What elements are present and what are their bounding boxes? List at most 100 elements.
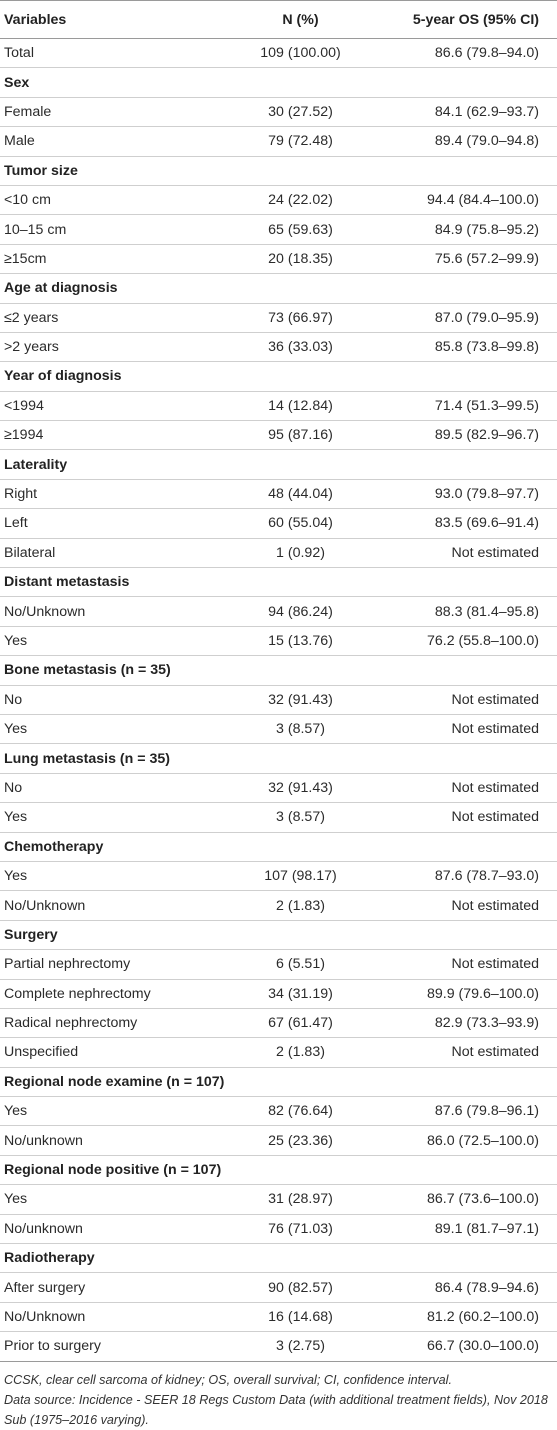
variable-cell: No/Unknown [0, 596, 213, 627]
table-row: ≥15cm 20 (18.35) 75.6 (57.2–99.9) [0, 244, 557, 275]
section-row: Chemotherapy [0, 832, 557, 862]
variable-cell: Female [0, 97, 213, 128]
variable-cell: <1994 [0, 391, 213, 422]
n-percent-cell: 79 (72.48) [213, 126, 388, 157]
os-cell: 93.0 (79.8–97.7) [388, 479, 557, 510]
variable-cell: No/unknown [0, 1125, 213, 1156]
table-row: Female 30 (27.52) 84.1 (62.9–93.7) [0, 97, 557, 128]
os-cell: 87.0 (79.0–95.9) [388, 303, 557, 333]
n-percent-cell: 73 (66.97) [213, 303, 388, 333]
os-cell: 86.7 (73.6–100.0) [388, 1184, 557, 1215]
os-cell: 88.3 (81.4–95.8) [388, 596, 557, 627]
variable-cell: 10–15 cm [0, 214, 213, 245]
footnote-data-source: Data source: Incidence - SEER 18 Regs Cu… [4, 1392, 548, 1427]
os-cell: 83.5 (69.6–91.4) [388, 508, 557, 539]
n-percent-cell: 14 (12.84) [213, 391, 388, 422]
n-percent-cell: 3 (8.57) [213, 714, 388, 745]
survival-table: Variables N (%) 5-year OS (95% CI) Total… [0, 0, 557, 1362]
section-row: Tumor size [0, 156, 557, 186]
header-n-percent: N (%) [213, 0, 388, 39]
n-percent-cell: 24 (22.02) [213, 185, 388, 216]
section-label: Bone metastasis (n = 35) [0, 655, 557, 686]
n-percent-cell: 16 (14.68) [213, 1302, 388, 1333]
n-percent-cell: 82 (76.64) [213, 1096, 388, 1127]
n-percent-cell: 94 (86.24) [213, 596, 388, 627]
n-percent-cell: 31 (28.97) [213, 1184, 388, 1215]
table-row: No 32 (91.43) Not estimated [0, 685, 557, 715]
variable-cell: Yes [0, 802, 213, 833]
os-cell: 94.4 (84.4–100.0) [388, 185, 557, 216]
os-cell: Not estimated [388, 802, 557, 833]
variable-cell: ≥1994 [0, 420, 213, 451]
n-percent-cell: 15 (13.76) [213, 626, 388, 657]
table-row: Radical nephrectomy 67 (61.47) 82.9 (73.3–… [0, 1008, 557, 1039]
table-row: Yes 82 (76.64) 87.6 (79.8–96.1) [0, 1096, 557, 1127]
table-row: Left 60 (55.04) 83.5 (69.6–91.4) [0, 508, 557, 539]
os-cell: 86.6 (79.8–94.0) [388, 38, 557, 69]
table-row: Yes 3 (8.57) Not estimated [0, 714, 557, 745]
table-row: Yes 107 (98.17) 87.6 (78.7–93.0) [0, 861, 557, 892]
section-row: Distant metastasis [0, 567, 557, 598]
os-cell: 85.8 (73.8–99.8) [388, 332, 557, 363]
variable-cell: Bilateral [0, 538, 213, 569]
variable-cell: <10 cm [0, 185, 213, 216]
table-row: ≥1994 95 (87.16) 89.5 (82.9–96.7) [0, 420, 557, 451]
variable-cell: ≤2 years [0, 303, 213, 333]
variable-cell: Yes [0, 1096, 213, 1127]
section-row: Radiotherapy [0, 1243, 557, 1274]
section-row: Regional node examine (n = 107) [0, 1067, 557, 1098]
os-cell: 66.7 (30.0–100.0) [388, 1331, 557, 1362]
section-row: Lung metastasis (n = 35) [0, 743, 557, 774]
section-label: Radiotherapy [0, 1243, 557, 1274]
table-row: Total 109 (100.00) 86.6 (79.8–94.0) [0, 38, 557, 69]
n-percent-cell: 65 (59.63) [213, 214, 388, 245]
variable-cell: After surgery [0, 1272, 213, 1303]
table-row: <1994 14 (12.84) 71.4 (51.3–99.5) [0, 391, 557, 422]
n-percent-cell: 60 (55.04) [213, 508, 388, 539]
os-cell: Not estimated [388, 1037, 557, 1068]
table-row: No/Unknown 2 (1.83) Not estimated [0, 890, 557, 921]
header-5-year-os: 5-year OS (95% CI) [388, 0, 557, 39]
section-label: Age at diagnosis [0, 273, 557, 304]
section-label: Sex [0, 67, 557, 98]
n-percent-cell: 90 (82.57) [213, 1272, 388, 1303]
variable-cell: Complete nephrectomy [0, 979, 213, 1009]
os-cell: Not estimated [388, 714, 557, 745]
section-row: Bone metastasis (n = 35) [0, 655, 557, 686]
variable-cell: No [0, 773, 213, 804]
n-percent-cell: 48 (44.04) [213, 479, 388, 510]
os-cell: 84.1 (62.9–93.7) [388, 97, 557, 128]
os-cell: 86.0 (72.5–100.0) [388, 1125, 557, 1156]
n-percent-cell: 32 (91.43) [213, 685, 388, 715]
n-percent-cell: 36 (33.03) [213, 332, 388, 363]
header-row: Variables N (%) 5-year OS (95% CI) [0, 0, 557, 39]
table-row: Complete nephrectomy 34 (31.19) 89.9 (79.6… [0, 979, 557, 1009]
variable-cell: No/Unknown [0, 890, 213, 921]
n-percent-cell: 1 (0.92) [213, 538, 388, 569]
section-label: Lung metastasis (n = 35) [0, 743, 557, 774]
n-percent-cell: 34 (31.19) [213, 979, 388, 1009]
table-row: Partial nephrectomy 6 (5.51) Not estimated [0, 949, 557, 980]
n-percent-cell: 76 (71.03) [213, 1214, 388, 1245]
section-label: Distant metastasis [0, 567, 557, 598]
variable-cell: Yes [0, 714, 213, 745]
section-row: Age at diagnosis [0, 273, 557, 304]
table-row: No 32 (91.43) Not estimated [0, 773, 557, 804]
os-cell: Not estimated [388, 538, 557, 569]
variable-cell: Partial nephrectomy [0, 949, 213, 980]
os-cell: Not estimated [388, 685, 557, 715]
table-row: Right 48 (44.04) 93.0 (79.8–97.7) [0, 479, 557, 510]
section-row: Surgery [0, 920, 557, 951]
n-percent-cell: 109 (100.00) [213, 38, 388, 69]
table-row: >2 years 36 (33.03) 85.8 (73.8–99.8) [0, 332, 557, 363]
os-cell: 87.6 (79.8–96.1) [388, 1096, 557, 1127]
os-cell: Not estimated [388, 773, 557, 804]
variable-cell: Prior to surgery [0, 1331, 213, 1362]
table-row: Unspecified 2 (1.83) Not estimated [0, 1037, 557, 1068]
section-label: Tumor size [0, 156, 557, 186]
table-row: No/unknown 76 (71.03) 89.1 (81.7–97.1) [0, 1214, 557, 1245]
os-cell: 89.4 (79.0–94.8) [388, 126, 557, 157]
n-percent-cell: 107 (98.17) [213, 861, 388, 892]
table-row: Yes 15 (13.76) 76.2 (55.8–100.0) [0, 626, 557, 657]
